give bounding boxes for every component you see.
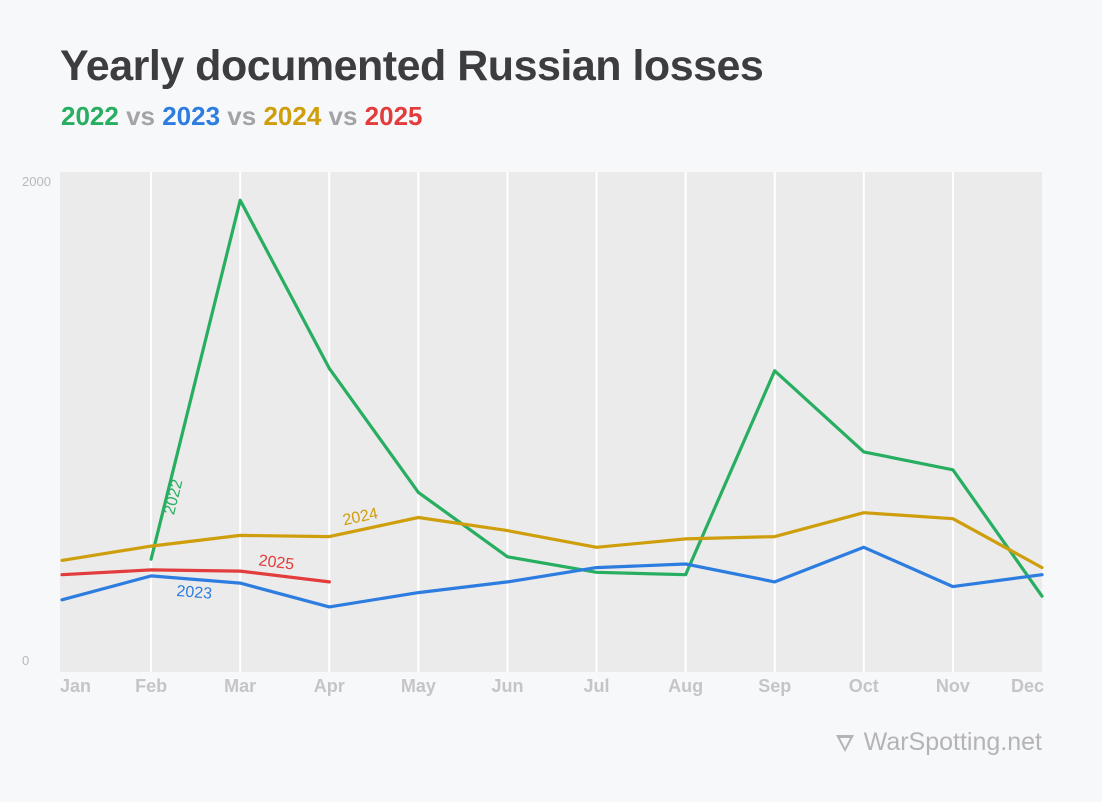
y-tick-label: 0 <box>22 653 29 668</box>
subtitle-part: 2023 <box>162 101 221 131</box>
x-tick-label: Oct <box>849 676 879 696</box>
x-tick-label: Dec <box>1011 676 1044 696</box>
x-tick-label: Mar <box>224 676 256 696</box>
series-label-2023: 2023 <box>176 583 213 603</box>
plot-background <box>60 172 1042 672</box>
x-tick-label: Apr <box>314 676 345 696</box>
subtitle-part: 2022 <box>61 101 119 131</box>
series-line-2024 <box>60 511 1044 570</box>
series-line-2025 <box>60 568 331 584</box>
x-tick-label: Jul <box>584 676 610 696</box>
triangle-down-icon <box>835 734 854 752</box>
y-tick-label: 2000 <box>22 174 51 189</box>
series-label-2025: 2025 <box>258 552 295 573</box>
x-tick-label: Jan <box>60 676 91 696</box>
x-tick-label: Sep <box>758 676 791 696</box>
x-tick-label: Feb <box>135 676 167 696</box>
watermark: WarSpotting.net <box>834 728 1042 757</box>
x-tick-label: May <box>401 676 436 696</box>
x-tick-label: Jun <box>491 676 523 696</box>
chart-subtitle: 2022 vs 2023 vs 2024 vs 2025 <box>61 101 423 132</box>
subtitle-part: 2025 <box>364 101 423 131</box>
x-tick-label: Aug <box>668 676 703 696</box>
series-line-2023 <box>60 545 1044 609</box>
subtitle-part: vs <box>321 101 365 131</box>
watermark-text: WarSpotting.net <box>863 728 1042 756</box>
series-line-2022 <box>149 198 1044 598</box>
chart-title: Yearly documented Russian losses <box>60 42 764 90</box>
subtitle-part: vs <box>118 101 163 131</box>
x-tick-label: Nov <box>936 676 970 696</box>
subtitle-part: 2024 <box>263 101 322 131</box>
subtitle-part: vs <box>220 101 264 131</box>
